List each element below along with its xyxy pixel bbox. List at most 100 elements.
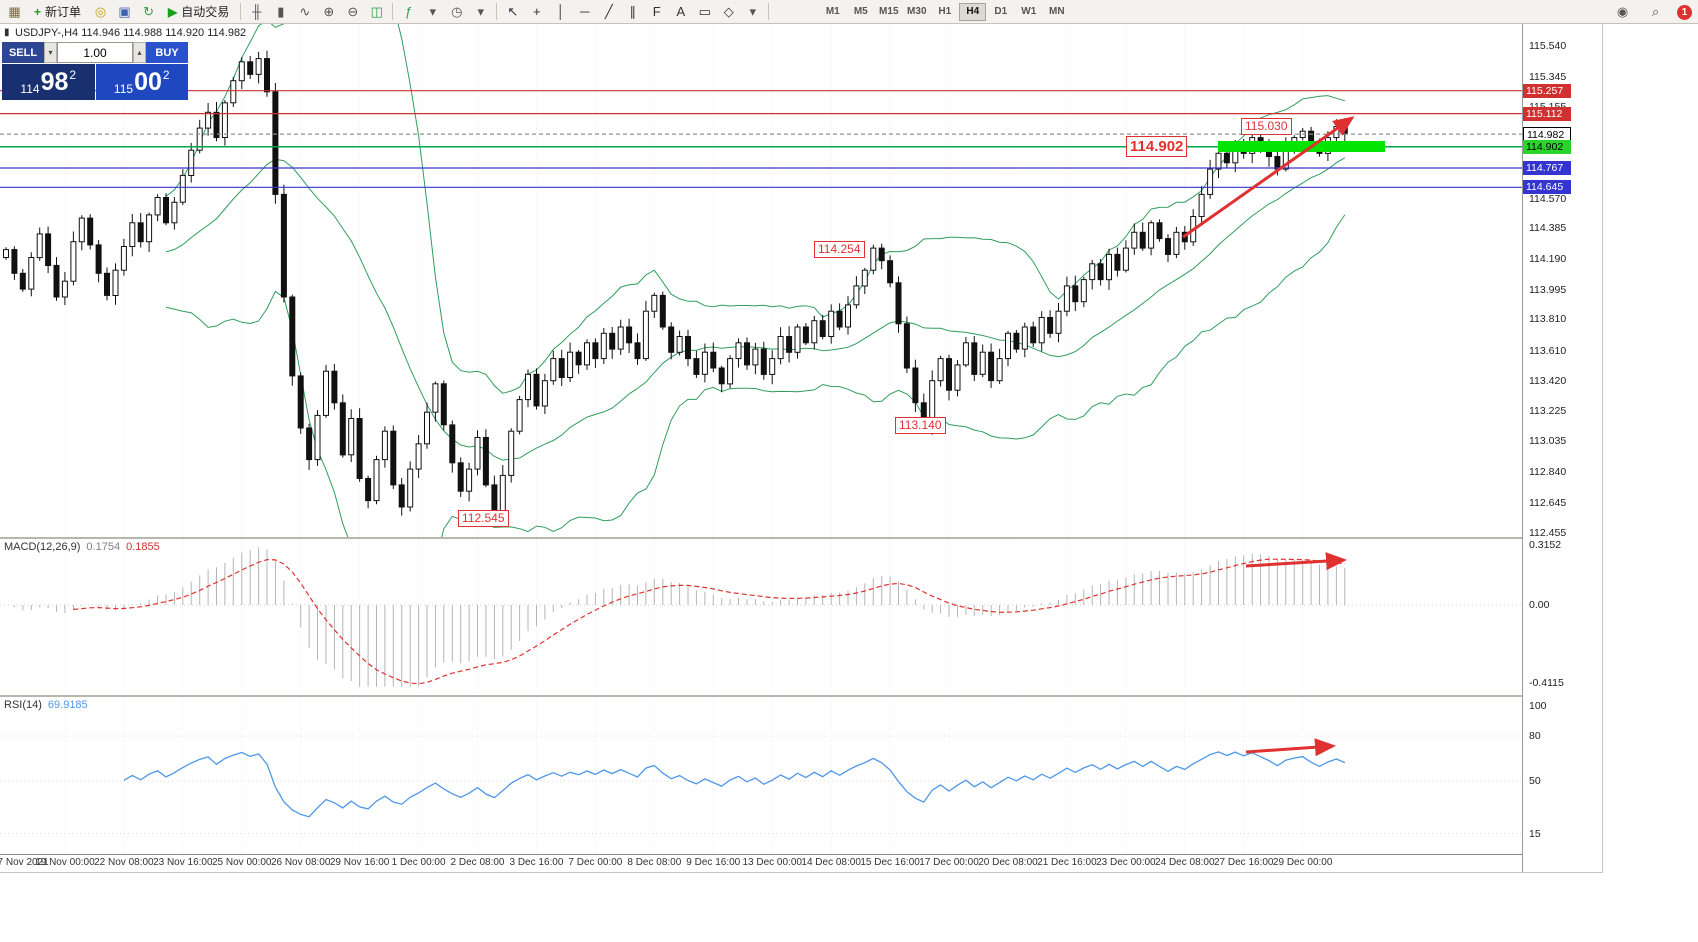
price-callout[interactable]: 114.902 [1126,136,1188,157]
line-chart-icon[interactable]: ∿ [299,3,311,19]
time-label: 2 Dec 08:00 [450,857,505,868]
new-order-button[interactable]: + 新订单 [27,2,88,22]
rsi-panel[interactable] [0,697,1522,854]
zoom-out-icon[interactable]: ⊖ [347,3,359,19]
bid-price[interactable]: 114 98 2 [2,64,95,100]
time-label: 23 Dec 00:00 [1096,857,1156,868]
time-label: 15 Dec 16:00 [860,857,920,868]
search-icon[interactable]: ⌕ [1651,4,1660,19]
bar-chart-icon[interactable]: ╫ [252,4,262,19]
text-icon[interactable]: A [676,4,686,19]
sell-button[interactable]: SELL [2,42,44,63]
periods-dropdown-icon[interactable]: ▾ [477,3,485,19]
indicators-dropdown-icon[interactable]: ▾ [429,3,437,19]
timeframe-toolbar: M1 M5 M15 M30 H1 H4 D1 W1 MN [819,2,1070,21]
one-click-trading-panel: SELL ▾ ▴ BUY 114 98 2 115 00 2 [2,42,188,100]
notification-badge[interactable]: 1 [1677,4,1692,20]
horizontal-line-icon[interactable]: ─ [580,4,590,19]
momentum-arrow-rsi[interactable] [1245,738,1336,757]
indicators-icon[interactable]: ƒ [405,4,413,19]
crosshair-icon[interactable]: + [532,4,541,19]
indicators-toolbar-group: ƒ ▾ ◷ ▾ [397,2,492,22]
momentum-arrow-macd[interactable] [1245,552,1347,571]
panel-splitter[interactable] [0,695,1602,697]
bid-integer: 114 [20,82,40,96]
account-toolbar-group: ◎ ▣ ↻ [89,2,160,22]
time-label: 8 Dec 08:00 [627,857,682,868]
new-chart-icon[interactable]: ▦ [8,3,21,19]
cursor-icon[interactable]: ↖ [507,3,519,19]
price-callout[interactable]: 113.140 [895,417,946,434]
time-label: 25 Nov 00:00 [212,857,272,868]
top-toolbar: ▦ + 新订单 ◎ ▣ ↻ ▶ 自动交易 ╫ ▮ ∿ ⊕ ⊖ ◫ ƒ ▾ ◷ ▾ ↖ + │ ─ ╱ ∥ F A ▭… [0,0,1698,24]
volume-decrease-button[interactable]: ▾ [44,42,57,63]
panel-splitter[interactable] [0,537,1602,539]
time-axis[interactable] [0,854,1522,872]
timeframe-m1[interactable]: M1 [825,6,840,17]
macd-panel[interactable] [0,539,1522,695]
price-callout[interactable]: 115.030 [1241,118,1292,135]
price-scale-label: 115.345 [1529,70,1567,83]
volume-input[interactable] [57,42,133,63]
macd-scale-label: -0.4115 [1529,677,1564,690]
terminal-icon[interactable]: ▣ [118,3,131,19]
candles-layer [3,50,1348,520]
buy-button[interactable]: BUY [146,42,188,63]
trendline-icon[interactable]: ╱ [604,3,613,19]
bid-pipette: 2 [69,68,77,82]
price-scale-label: 113.035 [1529,435,1567,448]
time-label: 20 Dec 08:00 [978,857,1038,868]
price-scale-label: 112.645 [1529,497,1567,509]
price-tag: 115.112 [1523,106,1571,121]
price-scale-label: 113.610 [1529,344,1567,357]
time-label: 17 Dec 00:00 [919,857,979,868]
refresh-icon[interactable]: ↻ [143,3,154,19]
timeframe-h4[interactable]: H4 [959,2,987,21]
timeframe-m5[interactable]: M5 [853,6,868,17]
auto-trading-icon: ▶ [168,4,178,19]
shapes-dropdown-icon[interactable]: ▾ [749,3,757,19]
main-chart-panel[interactable] [0,24,1522,537]
fibonacci-icon[interactable]: F [652,4,661,19]
chart-toolbar-group: ╫ ▮ ∿ ⊕ ⊖ ◫ [245,2,388,22]
text-label-icon[interactable]: ▭ [698,3,711,19]
price-scale-label: 112.840 [1529,466,1567,479]
zoom-in-icon[interactable]: ⊕ [323,3,335,19]
rsi-line [123,751,1346,818]
time-label: 19 Nov 00:00 [35,857,95,868]
tile-windows-icon[interactable]: ◫ [370,3,383,19]
volume-increase-button[interactable]: ▴ [133,42,146,63]
chart-symbol-icon: ▮ [4,27,10,38]
timeframe-m30[interactable]: M30 [907,6,927,17]
price-callout[interactable]: 112.545 [458,510,509,527]
shapes-icon[interactable]: ◇ [723,3,734,19]
new-order-label: 新订单 [45,5,82,19]
timeframe-h1[interactable]: H1 [938,6,952,17]
ask-price[interactable]: 115 00 2 [95,64,188,100]
timeframe-d1[interactable]: D1 [994,6,1008,17]
macd-signal-line [73,558,1345,685]
timeframe-w1[interactable]: W1 [1021,6,1037,17]
vertical-line-icon[interactable]: │ [556,4,565,19]
support-zone[interactable] [1218,141,1385,152]
ask-pips: 00 [134,67,162,96]
trend-arrow-main[interactable] [1182,116,1355,239]
timeframe-mn[interactable]: MN [1049,6,1065,17]
auto-trading-label: 自动交易 [181,5,230,19]
timeframe-m15[interactable]: M15 [879,6,899,17]
standard-toolbar-group: ▦ [3,2,26,22]
macd-signal-value: 0.1855 [126,541,160,553]
price-tag: 114.767 [1523,161,1571,176]
time-label: 9 Dec 16:00 [686,857,741,868]
grid-lines [0,697,1522,854]
candlestick-chart-icon[interactable]: ▮ [277,3,285,19]
deposit-icon[interactable]: ◎ [94,3,107,19]
trade-panel-prices: 114 98 2 115 00 2 [2,64,188,100]
price-callout[interactable]: 114.254 [814,241,865,258]
periods-icon[interactable]: ◷ [451,3,463,19]
price-tag: 114.645 [1523,180,1571,195]
auto-trading-button[interactable]: ▶ 自动交易 [161,2,236,22]
community-icon[interactable]: ◉ [1616,4,1629,19]
equidistant-channel-icon[interactable]: ∥ [629,3,637,19]
